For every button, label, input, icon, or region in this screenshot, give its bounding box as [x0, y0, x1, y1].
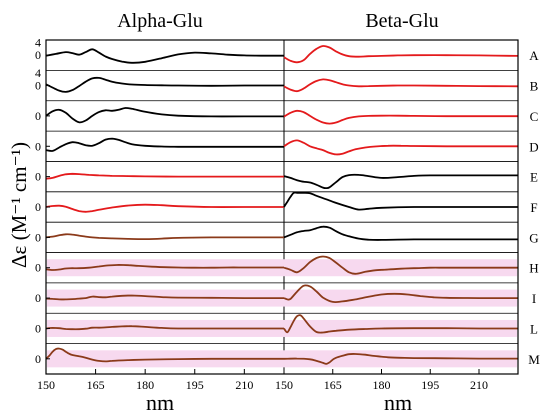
series-line-E-beta: [283, 173, 518, 190]
zero-tick-label: 0: [35, 170, 41, 184]
series-line-B-beta: [283, 78, 519, 93]
x-tick-label: 180: [373, 378, 391, 392]
series-line-C-beta: [283, 109, 518, 125]
series-line-D-beta: [283, 139, 518, 156]
zero-tick-label: 0: [35, 321, 41, 335]
row-label: F: [530, 200, 537, 215]
series-line-F-beta: [283, 191, 518, 211]
zero-tick-label: 0: [35, 200, 41, 214]
x-axis-label-left: nm: [146, 390, 174, 415]
series-line-F-alpha: [45, 203, 284, 213]
row-label: D: [529, 139, 538, 154]
row-label: B: [530, 79, 539, 94]
row-labels-group: A BCD EFG HIL M: [528, 48, 540, 367]
zero-tick-label: 0: [35, 291, 41, 305]
series-line-H-beta: [283, 255, 518, 275]
panels-group: [45, 40, 519, 374]
series-line-I-alpha: [45, 294, 284, 301]
zero-tick-label: 0: [35, 139, 41, 153]
zero-tick-label: 0: [35, 79, 41, 93]
series-line-L-alpha: [45, 325, 284, 331]
x-tick-label: 150: [37, 378, 55, 392]
x-tick-label: 150: [275, 378, 293, 392]
row-label: L: [530, 321, 538, 336]
zero-tick-label: 0: [35, 48, 41, 62]
zero-tick-label: 0: [35, 230, 41, 244]
x-tick-label: 210: [235, 378, 253, 392]
series-line-M-beta: [283, 353, 518, 365]
series-line-H-alpha: [45, 263, 284, 271]
x-tick-label: 195: [421, 378, 439, 392]
x-axis-label-right: nm: [384, 390, 412, 415]
series-line-G-beta: [283, 225, 518, 241]
x-tick-label: 195: [186, 378, 204, 392]
zero-tick-label: 0: [35, 261, 41, 275]
y-axis-label: Δε (M⁻¹ cm⁻¹): [7, 142, 31, 268]
plot-frame: [45, 39, 519, 375]
row-label: G: [529, 230, 538, 245]
series-line-D-alpha: [45, 137, 284, 152]
series-line-I-beta: [283, 284, 518, 304]
column-title-beta: Beta-Glu: [365, 10, 438, 32]
series-line-B-alpha: [45, 76, 284, 93]
row-label: H: [529, 261, 538, 276]
row-label: E: [530, 170, 538, 185]
x-tick-label: 210: [470, 378, 488, 392]
series-line-G-alpha: [45, 233, 284, 241]
row-label: C: [530, 109, 539, 124]
series-line-A-beta: [283, 45, 519, 64]
column-title-alpha: Alpha-Glu: [117, 10, 203, 32]
four-tick-label: 4: [35, 35, 41, 49]
x-tick-label: 180: [136, 378, 154, 392]
zero-tick-label: 0: [35, 352, 41, 366]
row-label: A: [529, 48, 539, 63]
x-ticks-group: 150 165 180 195 210 150 165 180 195 210: [37, 369, 488, 392]
x-tick-label: 165: [324, 378, 342, 392]
series-line-A-alpha: [45, 48, 284, 64]
row-label: M: [528, 352, 540, 367]
series-line-L-beta: [283, 314, 518, 334]
series-line-E-alpha: [45, 172, 284, 180]
series-line-M-alpha: [45, 347, 284, 363]
zero-tick-label: 0: [35, 109, 41, 123]
x-tick-label: 165: [87, 378, 105, 392]
four-tick-label: 4: [35, 66, 41, 80]
series-line-C-alpha: [45, 107, 284, 124]
row-label: I: [532, 291, 536, 306]
